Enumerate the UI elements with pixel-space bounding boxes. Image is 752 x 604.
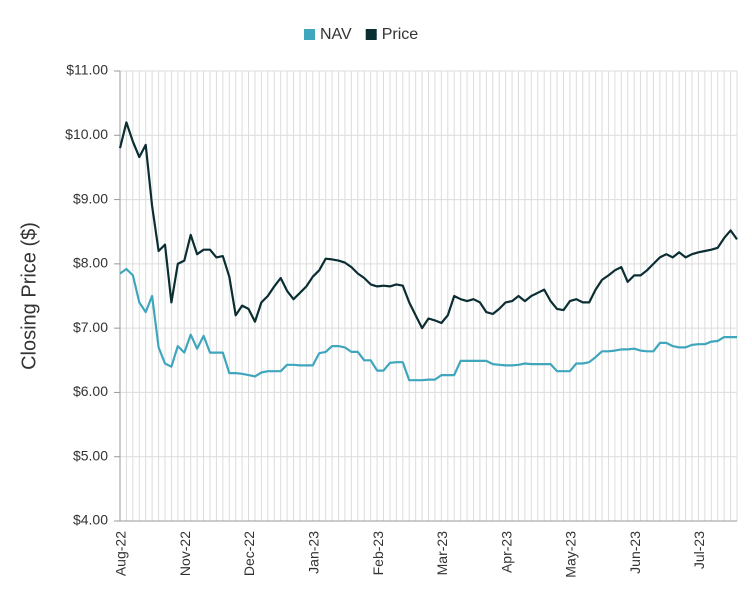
y-tick-label: $9.00 <box>73 190 108 206</box>
y-tick-label: $5.00 <box>73 447 108 463</box>
y-tick-label: $7.00 <box>73 319 108 335</box>
legend-label: NAV <box>320 26 352 43</box>
y-axis-label: Closing Price ($) <box>18 222 40 370</box>
x-tick-label: Feb-23 <box>370 531 386 576</box>
legend-swatch <box>365 29 377 40</box>
legend-swatch <box>304 29 315 40</box>
x-tick-label: May-23 <box>563 531 579 578</box>
legend-label: Price <box>382 26 419 43</box>
y-tick-label: $6.00 <box>73 383 108 399</box>
x-tick-label: Dec-22 <box>241 531 257 576</box>
x-tick-label: Aug-22 <box>113 531 129 576</box>
x-tick-label: Jan-23 <box>306 531 322 574</box>
y-tick-label: $11.00 <box>66 62 108 78</box>
y-tick-label: $8.00 <box>73 255 108 271</box>
series-line <box>119 267 737 382</box>
y-tick-label: $10.00 <box>65 126 108 142</box>
x-tick-label: Apr-23 <box>498 531 514 573</box>
x-tick-label: Mar-23 <box>434 531 450 576</box>
x-tick-label: Nov-22 <box>177 531 193 576</box>
series-line <box>118 121 738 330</box>
x-tick-label: Jul-23 <box>691 531 707 569</box>
y-tick-label: $4.00 <box>73 512 108 528</box>
x-tick-label: Jun-23 <box>627 531 643 574</box>
